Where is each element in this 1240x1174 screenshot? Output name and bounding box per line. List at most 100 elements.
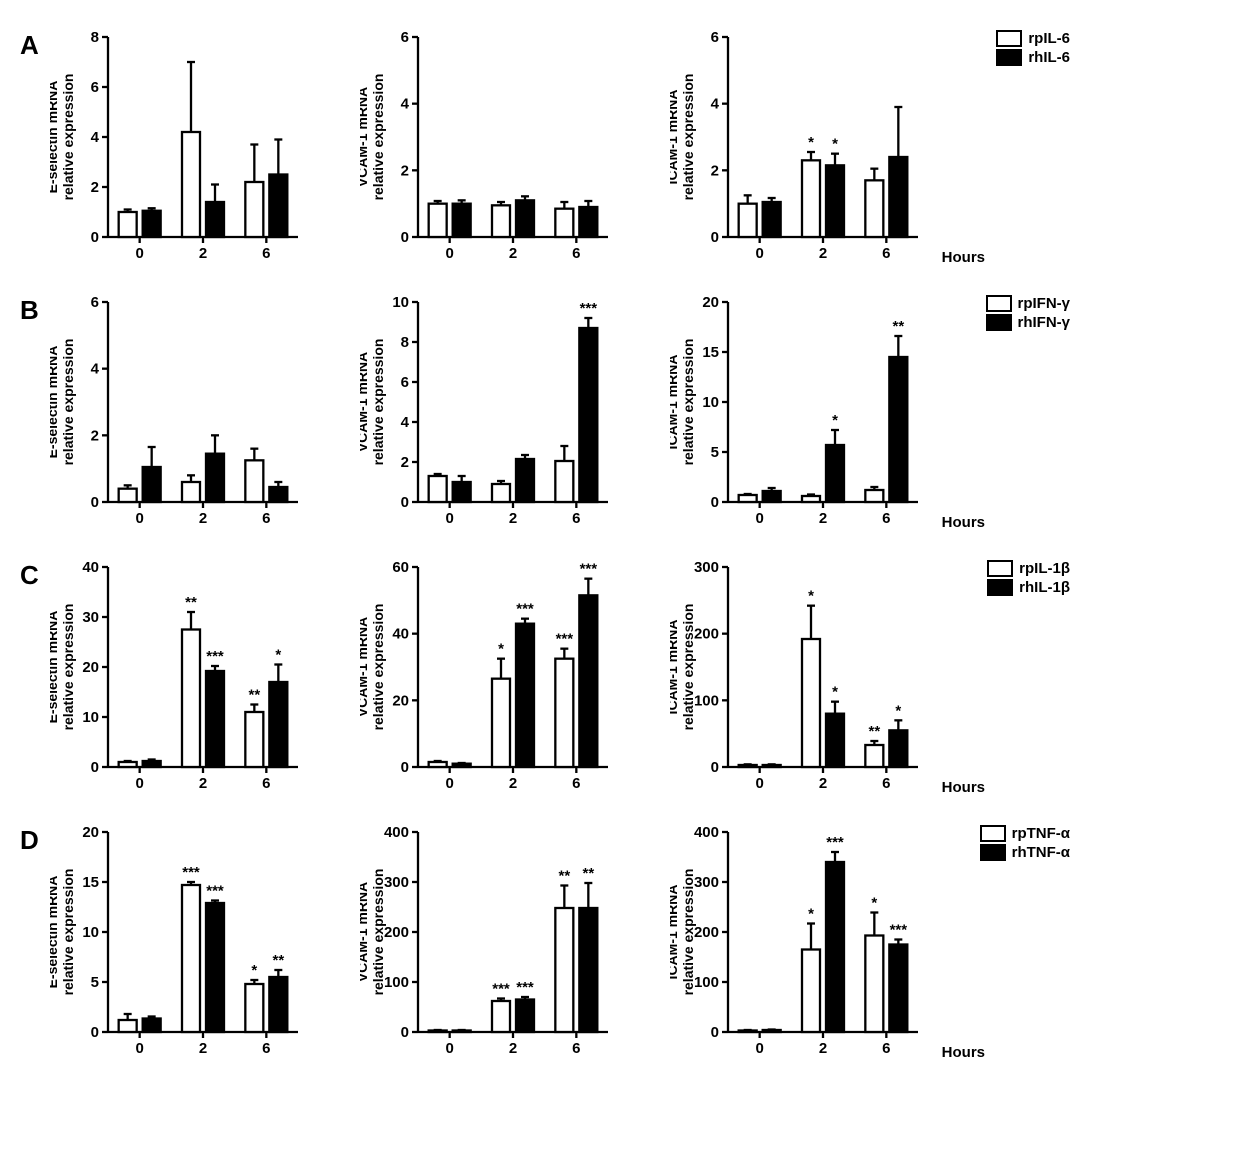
- bar: [119, 762, 137, 767]
- legend-label: rpIL-6: [1028, 30, 1070, 47]
- svg-text:0: 0: [91, 759, 99, 776]
- svg-text:2: 2: [91, 179, 99, 196]
- svg-text:0: 0: [755, 510, 763, 527]
- legend-item: rhIL-1β: [987, 579, 1070, 596]
- bar: [269, 487, 287, 502]
- svg-text:E-selectin mRNArelative expres: E-selectin mRNArelative expression: [50, 604, 76, 731]
- svg-text:*: *: [832, 136, 838, 153]
- legend-item: rpIL-6: [996, 30, 1070, 47]
- row-label: A: [20, 20, 50, 61]
- svg-text:5: 5: [711, 444, 719, 461]
- svg-text:0: 0: [445, 245, 453, 262]
- svg-text:200: 200: [384, 924, 409, 941]
- svg-text:E-selectin mRNArelative expres: E-selectin mRNArelative expression: [50, 869, 76, 996]
- x-axis-label: Hours: [942, 1044, 985, 1061]
- svg-text:*: *: [251, 962, 257, 979]
- chart-row: D05101520E-selectin mRNArelative express…: [20, 815, 1220, 1065]
- svg-text:**: **: [582, 865, 594, 882]
- svg-text:15: 15: [702, 344, 719, 361]
- bar: [579, 595, 597, 767]
- svg-text:200: 200: [694, 924, 719, 941]
- svg-text:5: 5: [91, 974, 99, 991]
- svg-text:0: 0: [711, 1024, 719, 1041]
- bar: [826, 445, 844, 502]
- bar: [429, 204, 447, 237]
- bar: [516, 1000, 534, 1033]
- svg-text:*: *: [808, 906, 814, 923]
- bar: [739, 495, 757, 502]
- legend-swatch: [987, 560, 1013, 577]
- legend-item: rpTNF-α: [980, 825, 1070, 842]
- legend-swatch: [986, 295, 1012, 312]
- bar: [245, 984, 263, 1032]
- svg-text:6: 6: [882, 1040, 890, 1057]
- svg-text:0: 0: [135, 245, 143, 262]
- chart-group: 010203040E-selectin mRNArelative express…: [50, 550, 925, 800]
- svg-text:20: 20: [82, 824, 99, 841]
- chart-container: 0246VCAM-1 mRNArelative expression026: [360, 20, 615, 270]
- svg-text:400: 400: [384, 824, 409, 841]
- svg-text:10: 10: [82, 709, 99, 726]
- bar: [826, 862, 844, 1032]
- bar: [739, 204, 757, 237]
- svg-text:0: 0: [135, 510, 143, 527]
- svg-text:2: 2: [509, 510, 517, 527]
- row-label: C: [20, 550, 50, 591]
- chart-row: B0246E-selectin mRNArelative expression0…: [20, 285, 1220, 535]
- bar: [119, 489, 137, 502]
- legend-item: rhIFN-γ: [986, 314, 1071, 331]
- svg-text:***: ***: [516, 979, 534, 996]
- svg-text:*: *: [832, 684, 838, 701]
- svg-text:**: **: [248, 687, 260, 704]
- bar: [245, 712, 263, 767]
- svg-text:0: 0: [445, 510, 453, 527]
- legend-item: rpIL-1β: [987, 560, 1070, 577]
- svg-text:6: 6: [572, 775, 580, 792]
- legend-swatch: [996, 30, 1022, 47]
- svg-text:6: 6: [572, 245, 580, 262]
- bar: [182, 630, 200, 768]
- chart-container: 02468E-selectin mRNArelative expression0…: [50, 20, 305, 270]
- bar: [269, 175, 287, 238]
- svg-text:0: 0: [445, 775, 453, 792]
- svg-text:ICAM-1 mRNArelative expression: ICAM-1 mRNArelative expression: [670, 339, 696, 466]
- svg-text:0: 0: [91, 229, 99, 246]
- bar-chart: 0246810VCAM-1 mRNArelative expression026…: [360, 285, 615, 530]
- svg-text:200: 200: [694, 626, 719, 643]
- bar: [889, 945, 907, 1033]
- svg-text:2: 2: [819, 775, 827, 792]
- bar: [269, 682, 287, 767]
- bar: [802, 160, 820, 237]
- bar: [143, 1019, 161, 1033]
- svg-text:2: 2: [819, 1040, 827, 1057]
- svg-text:6: 6: [262, 245, 270, 262]
- bar: [826, 165, 844, 237]
- svg-text:10: 10: [392, 294, 409, 311]
- svg-text:100: 100: [694, 974, 719, 991]
- bar: [143, 211, 161, 237]
- legend-swatch: [980, 825, 1006, 842]
- bar: [555, 908, 573, 1032]
- svg-text:6: 6: [91, 294, 99, 311]
- legend-label: rhIL-1β: [1019, 579, 1070, 596]
- svg-text:4: 4: [401, 414, 410, 431]
- chart-row: A02468E-selectin mRNArelative expression…: [20, 20, 1220, 270]
- bar: [889, 157, 907, 237]
- svg-text:400: 400: [694, 824, 719, 841]
- svg-text:**: **: [868, 723, 880, 740]
- x-axis-label: Hours: [942, 514, 985, 531]
- bar: [865, 490, 883, 502]
- svg-text:20: 20: [82, 659, 99, 676]
- svg-text:ICAM-1 mRNArelative expression: ICAM-1 mRNArelative expression: [670, 74, 696, 201]
- bar: [555, 461, 573, 502]
- svg-text:100: 100: [694, 692, 719, 709]
- legend-label: rhTNF-α: [1012, 844, 1070, 861]
- svg-text:***: ***: [206, 648, 224, 665]
- bar-chart: 05101520E-selectin mRNArelative expressi…: [50, 815, 305, 1060]
- svg-text:2: 2: [509, 245, 517, 262]
- bar: [119, 212, 137, 237]
- svg-text:***: ***: [516, 601, 534, 618]
- svg-text:***: ***: [182, 864, 200, 881]
- chart-container: 0204060VCAM-1 mRNArelative expression02*…: [360, 550, 615, 800]
- legend-label: rhIFN-γ: [1018, 314, 1071, 331]
